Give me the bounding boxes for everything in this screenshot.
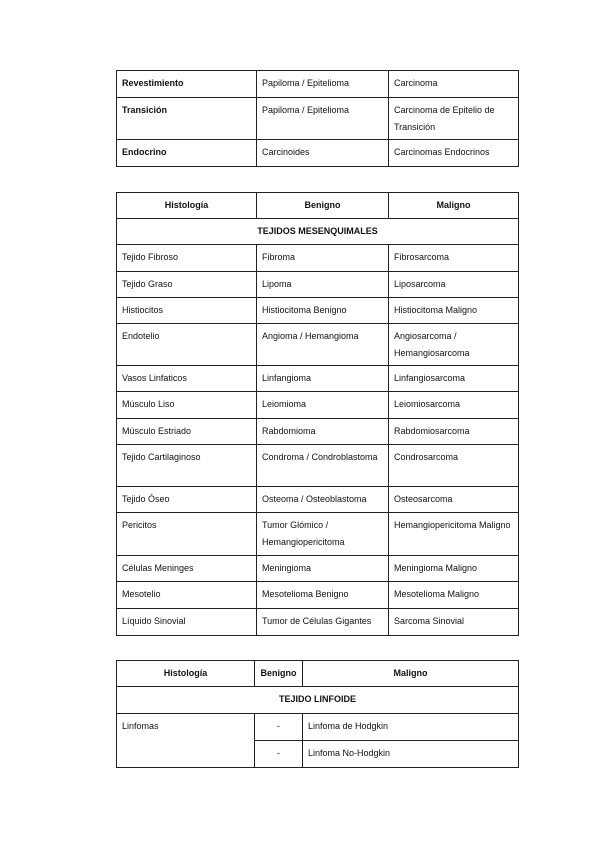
malignant-cell: Osteosarcoma	[388, 486, 519, 513]
malignant-cell: Linfoma No-Hodgkin	[302, 740, 519, 768]
histology-cell: Mesotelio	[116, 581, 257, 609]
benign-cell: Angioma / Hemangioma	[256, 323, 389, 366]
table-row: Vasos Linfaticos Linfangioma Linfangiosarc…	[116, 365, 519, 392]
histology-cell: Células Meninges	[116, 555, 257, 582]
table-row: Tejido Óseo Osteoma / Osteoblastoma Osteos…	[116, 486, 519, 513]
benign-cell: Rabdomioma	[256, 418, 389, 445]
benign-cell: -	[254, 740, 303, 768]
section-title: TEJIDOS MESENQUIMALES	[116, 218, 519, 245]
benign-cell: -	[254, 713, 303, 741]
histology-cell: Histiocitos	[116, 297, 257, 324]
malignant-cell: Leiomiosarcoma	[388, 391, 519, 419]
table-row: Endotelio Angioma / Hemangioma Angiosarcom…	[116, 323, 519, 366]
table-row: Líquido Sinovial Tumor de Células Gigante…	[116, 608, 519, 636]
table-row: Pericitos Tumor Glómico / Hemangiopericit…	[116, 512, 519, 556]
benign-cell: Carcinoides	[256, 139, 389, 167]
benign-cell: Mesotelioma Benigno	[256, 581, 389, 609]
malignant-cell: Rabdomiosarcoma	[388, 418, 519, 445]
histology-cell: Endocrino	[116, 139, 257, 167]
benign-cell: Leiomioma	[256, 391, 389, 419]
malignant-cell: Fibrosarcoma	[388, 244, 519, 272]
histology-cell: Tejido Graso	[116, 271, 257, 298]
lymphoid-table: Histología Benigno Maligno TEJIDO LINFOI…	[116, 660, 519, 768]
benign-cell: Fibroma	[256, 244, 389, 272]
benign-cell: Osteoma / Osteoblastoma	[256, 486, 389, 513]
malignant-cell: Condrosarcoma	[388, 444, 519, 487]
header-row: Histología Benigno Maligno	[116, 192, 519, 219]
histology-cell: Músculo Estriado	[116, 418, 257, 445]
table-row: Mesotelio Mesotelioma Benigno Mesotelioma …	[116, 581, 519, 609]
histology-cell: Endotelio	[116, 323, 257, 366]
table-row: Tejido Cartilaginoso Condroma / Condrobla…	[116, 444, 519, 487]
malignant-cell: Meningioma Maligno	[388, 555, 519, 582]
table-row: Revestimiento Papiloma / Epitelioma Carcin…	[116, 70, 519, 98]
section-title: TEJIDO LINFOIDE	[116, 686, 519, 714]
histology-cell: Pericitos	[116, 512, 257, 556]
header-row: Histología Benigno Maligno	[116, 660, 519, 687]
table-row: Endocrino Carcinoides Carcinomas Endocrino…	[116, 139, 519, 167]
benign-cell: Condroma / Condroblastoma	[256, 444, 389, 487]
table-row: Transición Papiloma / Epitelioma Carcinoma…	[116, 97, 519, 140]
malignant-cell: Carcinoma	[388, 70, 519, 98]
histology-cell: Transición	[116, 97, 257, 140]
header-histologia: Histología	[116, 660, 255, 687]
malignant-cell: Carcinomas Endocrinos	[388, 139, 519, 167]
benign-cell: Lipoma	[256, 271, 389, 298]
table-row: Células Meninges Meningioma Meningioma Mal…	[116, 555, 519, 582]
header-histologia: Histología	[116, 192, 257, 219]
table-row: Linfomas - Linfoma de Hodgkin	[116, 713, 519, 768]
histology-cell: Líquido Sinovial	[116, 608, 257, 636]
benign-cell: Tumor de Células Gigantes	[256, 608, 389, 636]
histology-cell: Tejido Fibroso	[116, 244, 257, 272]
group-cell: Linfomas	[116, 713, 255, 768]
malignant-cell: Liposarcoma	[388, 271, 519, 298]
malignant-cell: Linfoma de Hodgkin	[302, 713, 519, 741]
malignant-cell: Sarcoma Sinovial	[388, 608, 519, 636]
benign-cell: Meningioma	[256, 555, 389, 582]
malignant-cell: Angiosarcoma / Hemangiosarcoma	[388, 323, 519, 366]
header-maligno: Maligno	[388, 192, 519, 219]
malignant-cell: Mesotelioma Maligno	[388, 581, 519, 609]
benign-cell: Tumor Glómico / Hemangiopericitoma	[256, 512, 389, 556]
histology-cell: Revestimiento	[116, 70, 257, 98]
benign-cell: Papiloma / Epitelioma	[256, 97, 389, 140]
histology-cell: Tejido Óseo	[116, 486, 257, 513]
table-row: Histiocitos Histiocitoma Benigno Histiocit…	[116, 297, 519, 324]
malignant-cell: Histiocitoma Maligno	[388, 297, 519, 324]
histology-cell: Músculo Liso	[116, 391, 257, 419]
table-row: - Linfoma No-Hodgkin	[117, 740, 519, 768]
malignant-cell: Carcinoma de Epitelio de Transición	[388, 97, 519, 140]
table-row: Tejido Fibroso Fibroma Fibrosarcoma	[116, 244, 519, 272]
header-benigno: Benigno	[256, 192, 389, 219]
benign-cell: Linfangioma	[256, 365, 389, 392]
table-row: Tejido Graso Lipoma Liposarcoma	[116, 271, 519, 298]
mesenchymal-table: Histología Benigno Maligno TEJIDOS MESEN…	[116, 192, 519, 636]
benign-cell: Papiloma / Epitelioma	[256, 70, 389, 98]
malignant-cell: Linfangiosarcoma	[388, 365, 519, 392]
header-benigno: Benigno	[254, 660, 303, 687]
table-row: Músculo Liso Leiomioma Leiomiosarcoma	[116, 391, 519, 419]
table-row: Músculo Estriado Rabdomioma Rabdomiosarcom…	[116, 418, 519, 445]
epithelial-table: Revestimiento Papiloma / Epitelioma Carcin…	[116, 70, 519, 167]
header-maligno: Maligno	[302, 660, 519, 687]
malignant-cell: Hemangiopericitoma Maligno	[388, 512, 519, 556]
histology-cell: Vasos Linfaticos	[116, 365, 257, 392]
histology-cell: Tejido Cartilaginoso	[116, 444, 257, 487]
benign-cell: Histiocitoma Benigno	[256, 297, 389, 324]
